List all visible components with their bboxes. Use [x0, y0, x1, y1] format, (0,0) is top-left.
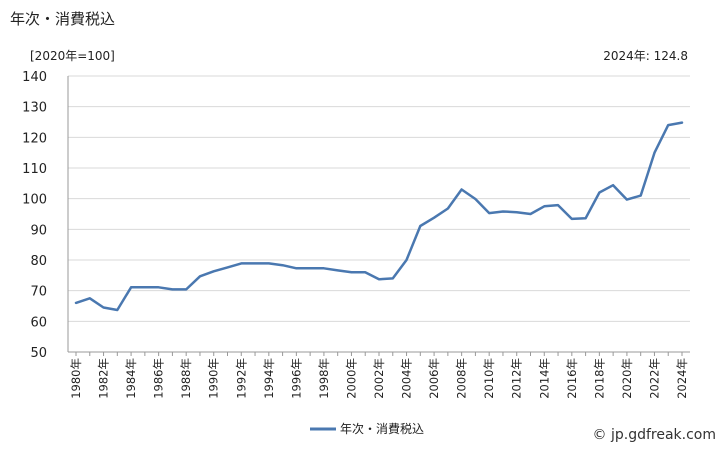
data-point-1995[interactable]: [280, 262, 286, 268]
x-tick-label-1980: 1980年: [69, 358, 83, 399]
latest-value-label: 2024年: 124.8: [603, 49, 688, 63]
data-point-1996[interactable]: [293, 265, 299, 271]
data-point-1987[interactable]: [169, 286, 175, 292]
y-tick-label-100: 100: [22, 193, 47, 208]
data-point-2005[interactable]: [417, 223, 423, 229]
grid-lines: [68, 75, 690, 353]
x-tick-labels: 1980年 1982年 1984年 1986年 1988年 1990年 1992年 1994年…: [69, 358, 689, 399]
x-tick-label-1984: 1984年: [124, 358, 138, 399]
data-point-1990[interactable]: [211, 268, 217, 274]
x-tick-label-1982: 1982年: [97, 358, 111, 399]
x-tick-label-2016: 2016年: [565, 358, 579, 399]
x-tick-label-1998: 1998年: [317, 358, 331, 399]
data-point-1994[interactable]: [266, 260, 272, 266]
data-point-2006[interactable]: [431, 215, 437, 221]
x-tick-label-2022: 2022年: [647, 358, 661, 399]
x-tick-label-2014: 2014年: [537, 358, 551, 399]
data-point-1982[interactable]: [101, 305, 107, 311]
source-credit: © jp.gdfreak.com: [592, 427, 716, 443]
data-point-2023[interactable]: [665, 122, 671, 128]
x-tick-label-1990: 1990年: [207, 358, 221, 399]
series-layer: [73, 120, 685, 313]
x-tick-label-1994: 1994年: [262, 358, 276, 399]
data-point-2012[interactable]: [514, 209, 520, 215]
data-point-2022[interactable]: [651, 150, 657, 156]
data-point-2003[interactable]: [390, 275, 396, 281]
y-tick-label-120: 120: [22, 131, 47, 146]
y-tick-label-80: 80: [30, 254, 47, 269]
data-point-2016[interactable]: [569, 216, 575, 222]
x-tick-label-2004: 2004年: [400, 358, 414, 399]
data-point-2001[interactable]: [362, 269, 368, 275]
data-point-1989[interactable]: [197, 273, 203, 279]
x-tick-label-2010: 2010年: [482, 358, 496, 399]
y-tick-label-70: 70: [30, 285, 47, 300]
data-point-2004[interactable]: [404, 257, 410, 263]
data-point-2021[interactable]: [638, 193, 644, 199]
x-tick-label-2008: 2008年: [455, 358, 469, 399]
x-tick-label-2000: 2000年: [344, 358, 358, 399]
data-point-2017[interactable]: [583, 215, 589, 221]
data-point-2015[interactable]: [555, 202, 561, 208]
y-tick-label-60: 60: [30, 315, 47, 330]
data-point-1988[interactable]: [183, 286, 189, 292]
x-tick-label-2018: 2018年: [592, 358, 606, 399]
data-point-1991[interactable]: [225, 264, 231, 270]
y-tick-label-140: 140: [22, 70, 47, 85]
data-point-2020[interactable]: [624, 197, 630, 203]
data-point-2010[interactable]: [486, 210, 492, 216]
x-tick-label-1996: 1996年: [289, 358, 303, 399]
data-point-2008[interactable]: [459, 186, 465, 192]
unit-label: [2020年=100]: [30, 49, 115, 63]
data-point-2000[interactable]: [348, 269, 354, 275]
data-point-2007[interactable]: [445, 205, 451, 211]
data-point-1999[interactable]: [335, 267, 341, 273]
x-tick-label-1988: 1988年: [179, 358, 193, 399]
data-point-1983[interactable]: [114, 307, 120, 313]
x-tick-label-2006: 2006年: [427, 358, 441, 399]
x-tick-label-2020: 2020年: [620, 358, 634, 399]
x-tick-label-2012: 2012年: [510, 358, 524, 399]
x-tick-label-2002: 2002年: [372, 358, 386, 399]
y-tick-labels: 50 60 70 80 90 100 110 120 130 140: [22, 70, 47, 361]
data-point-1993[interactable]: [252, 260, 258, 266]
y-tick-label-90: 90: [30, 223, 47, 238]
y-tick-label-110: 110: [22, 162, 47, 177]
x-tick-label-1992: 1992年: [234, 358, 248, 399]
series-line-0: [74, 121, 684, 312]
data-point-1992[interactable]: [238, 260, 244, 266]
legend[interactable]: 年次・消費税込: [310, 421, 424, 436]
data-point-2024[interactable]: [679, 120, 685, 126]
x-tick-label-1986: 1986年: [152, 358, 166, 399]
data-point-2019[interactable]: [610, 182, 616, 188]
data-point-2014[interactable]: [541, 203, 547, 209]
data-point-1986[interactable]: [156, 284, 162, 290]
data-point-1997[interactable]: [307, 265, 313, 271]
y-tick-label-50: 50: [30, 346, 47, 361]
data-point-1985[interactable]: [142, 284, 148, 290]
y-tick-label-130: 130: [22, 101, 47, 116]
chart-title: 年次・消費税込: [10, 10, 116, 28]
data-point-2011[interactable]: [500, 209, 506, 215]
data-point-2002[interactable]: [376, 276, 382, 282]
data-point-2018[interactable]: [596, 190, 602, 196]
data-point-2009[interactable]: [472, 196, 478, 202]
legend-label: 年次・消費税込: [340, 421, 424, 436]
data-point-1984[interactable]: [128, 284, 134, 290]
data-point-2013[interactable]: [528, 211, 534, 217]
axes: [67, 76, 690, 356]
x-tick-label-2024: 2024年: [675, 358, 689, 399]
data-point-1981[interactable]: [87, 295, 93, 301]
data-point-1980[interactable]: [73, 300, 79, 306]
data-point-1998[interactable]: [321, 265, 327, 271]
